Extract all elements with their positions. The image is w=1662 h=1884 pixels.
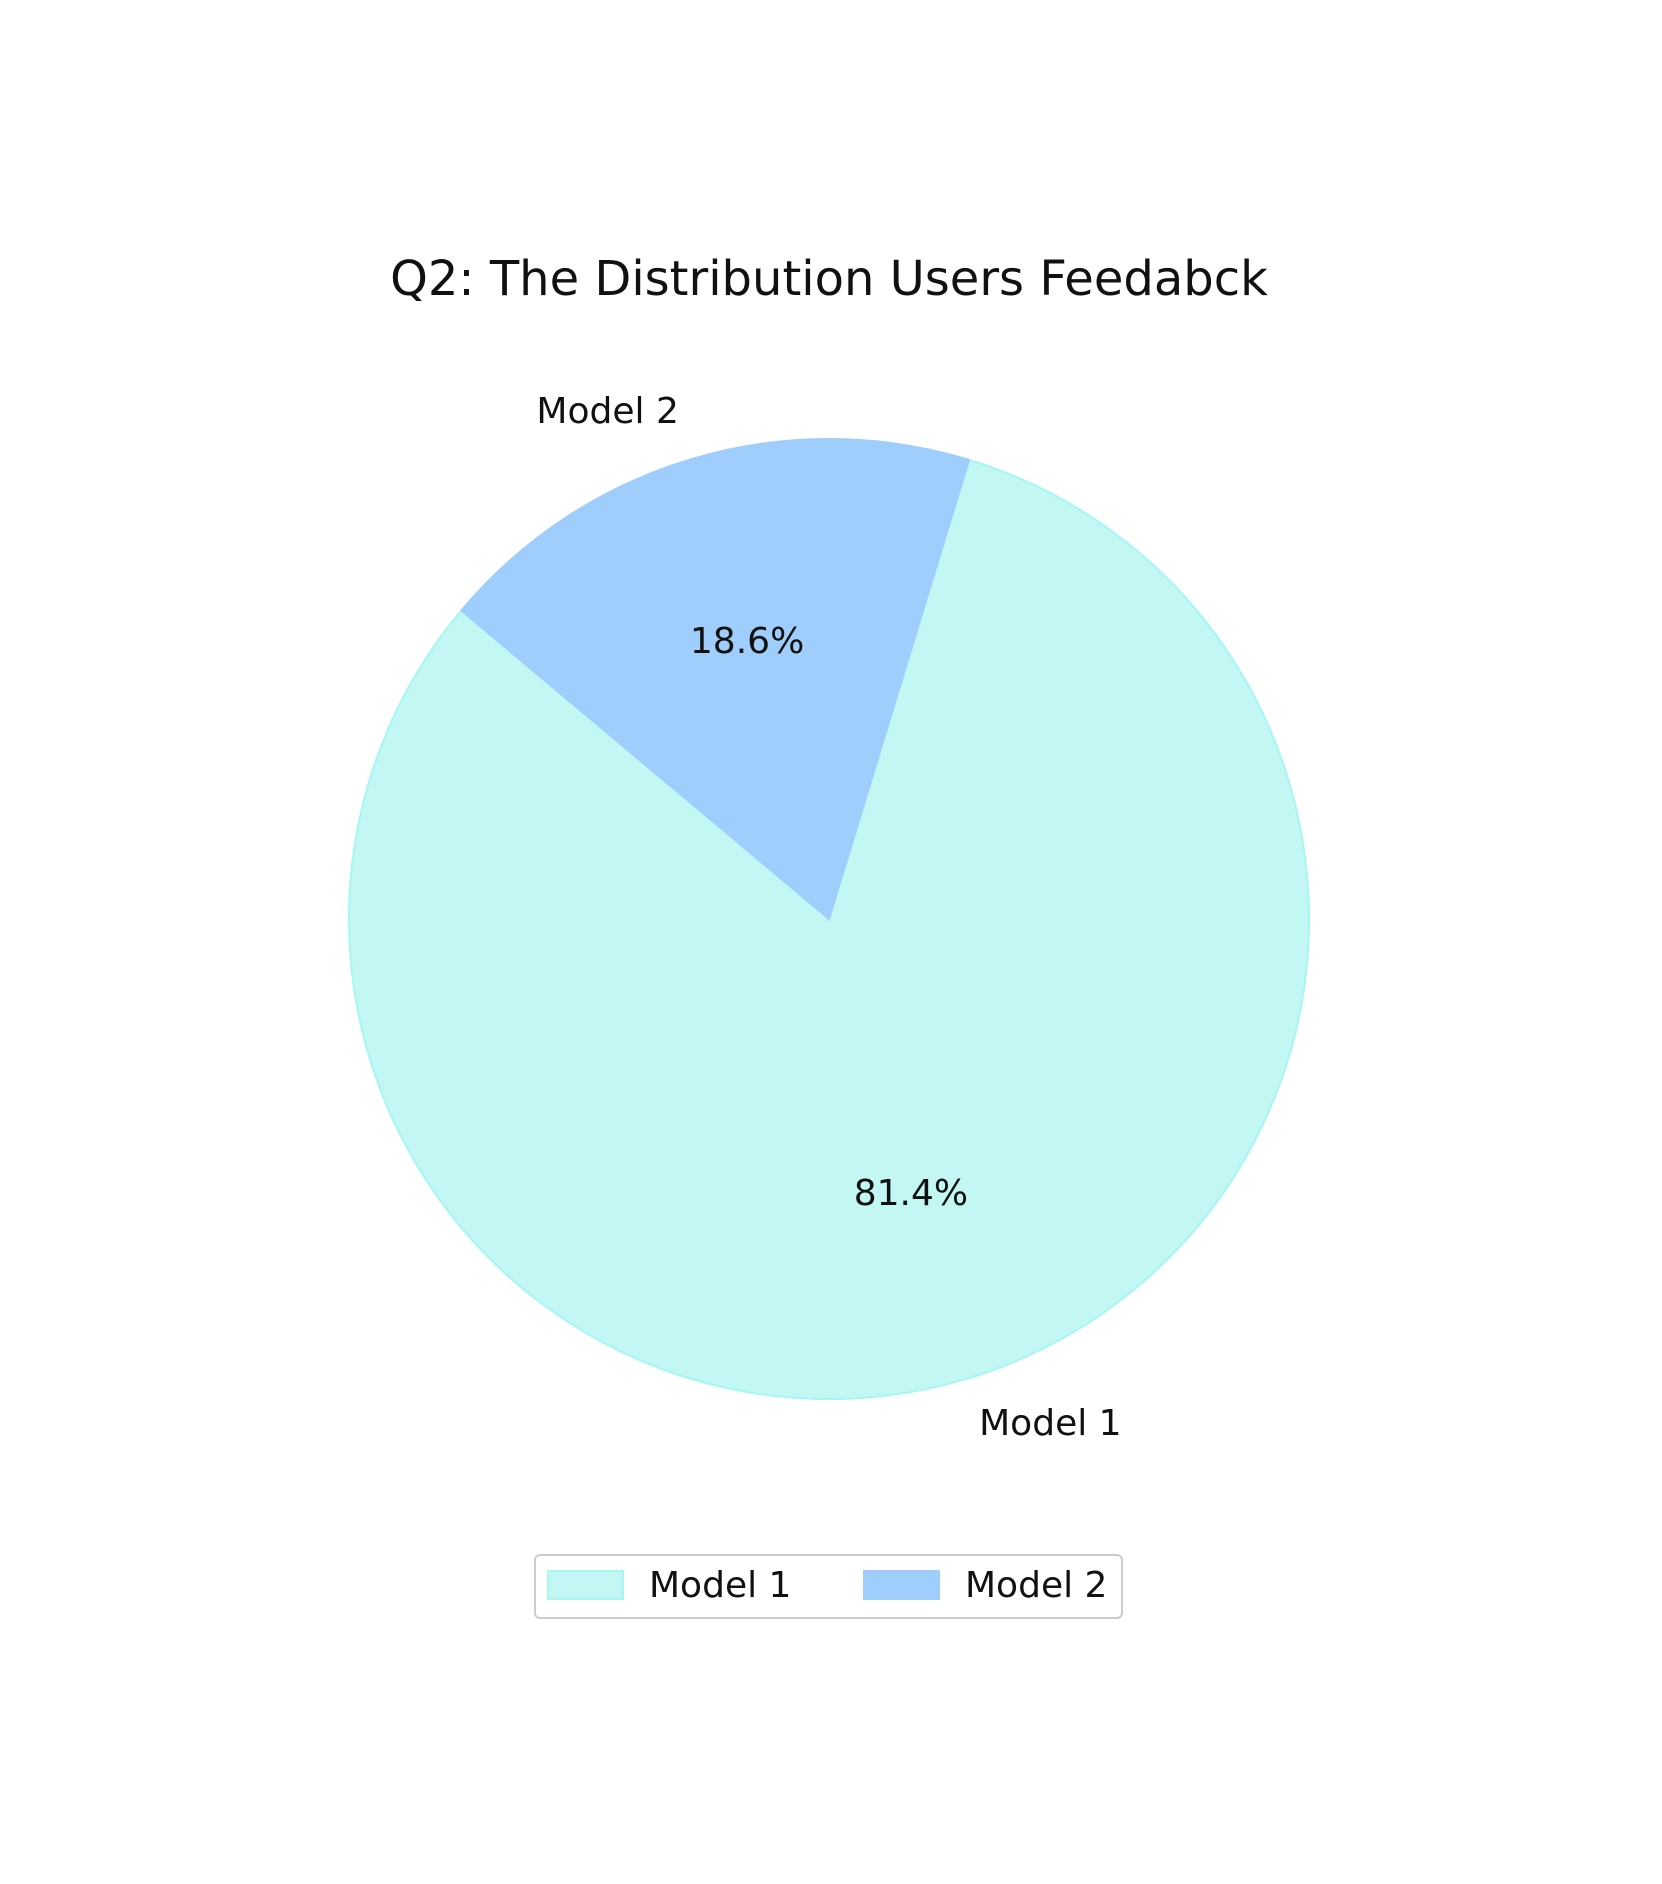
legend-label: Model 1	[649, 1565, 791, 1606]
legend-frame	[534, 1554, 1123, 1619]
pie-slice	[348, 458, 1310, 1400]
legend-swatch	[863, 1570, 940, 1600]
legend-label: Model 2	[965, 1565, 1107, 1606]
slice-label: Model 1	[979, 1403, 1121, 1444]
chart-title: Q2: The Distribution Users Feedabck	[390, 251, 1268, 307]
value-label: 18.6%	[690, 621, 804, 662]
slice-label: Model 2	[536, 391, 678, 432]
legend: Model 1 Model 2	[534, 1554, 1123, 1619]
legend-swatch	[547, 1570, 624, 1600]
value-label: 81.4%	[854, 1173, 968, 1214]
pie-slice	[459, 438, 971, 921]
